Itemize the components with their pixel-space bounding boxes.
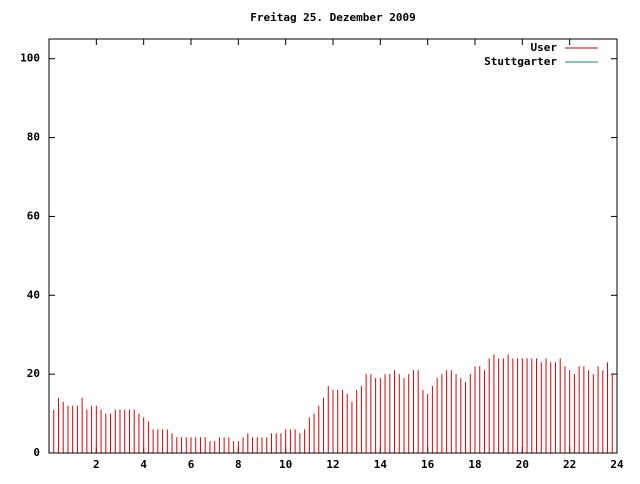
x-tick-label: 22 <box>563 458 576 471</box>
x-tick-label: 12 <box>326 458 339 471</box>
x-tick-label: 20 <box>516 458 529 471</box>
x-tick-label: 4 <box>140 458 147 471</box>
x-tick-label: 14 <box>374 458 388 471</box>
x-tick-label: 18 <box>468 458 481 471</box>
legend-label: User <box>531 41 558 54</box>
x-tick-label: 10 <box>279 458 292 471</box>
x-tick-label: 16 <box>421 458 435 471</box>
y-tick-label: 20 <box>27 367 40 380</box>
x-tick-label: 8 <box>235 458 242 471</box>
y-tick-label: 0 <box>33 446 40 459</box>
x-tick-label: 2 <box>93 458 100 471</box>
y-tick-label: 80 <box>27 131 40 144</box>
x-tick-label: 24 <box>610 458 624 471</box>
chart-title: Freitag 25. Dezember 2009 <box>250 11 416 24</box>
x-tick-label: 6 <box>188 458 195 471</box>
plot-frame <box>48 38 618 454</box>
y-tick-label: 60 <box>27 209 40 222</box>
legend-label: Stuttgarter <box>484 55 557 68</box>
y-tick-label: 100 <box>20 52 40 65</box>
y-tick-label: 40 <box>27 288 40 301</box>
